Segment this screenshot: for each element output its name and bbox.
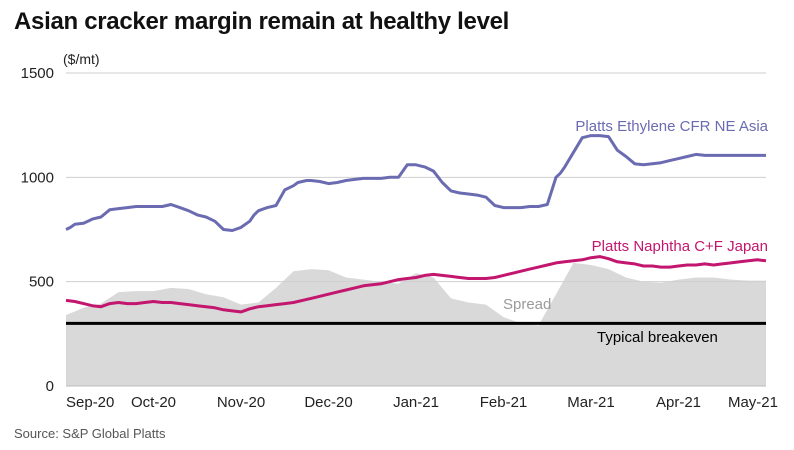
y-tick-label-500: 500	[29, 274, 54, 291]
ethylene-line	[65, 134, 766, 232]
x-tick-label-apr-21: Apr-21	[656, 394, 701, 411]
y-tick-label-1500: 1500	[21, 65, 54, 82]
x-tick-label-may-21: May-21	[728, 394, 778, 411]
spread-label: Spread	[503, 296, 551, 313]
x-tick-label-mar-21: Mar-21	[567, 394, 615, 411]
x-tick-label-dec-20: Dec-20	[304, 394, 352, 411]
y-unit-label: ($/mt)	[63, 51, 100, 67]
y-tick-label-0: 0	[46, 378, 54, 395]
y-tick-label-1000: 1000	[21, 169, 54, 186]
x-tick-label-sep-20: Sep-20	[66, 394, 114, 411]
x-tick-label-jan-21: Jan-21	[393, 394, 439, 411]
naphtha-line	[65, 255, 767, 314]
breakeven-label: Typical breakeven	[597, 329, 718, 346]
ethylene-label: Platts Ethylene CFR NE Asia	[575, 118, 768, 135]
x-tick-label-nov-20: Nov-20	[217, 394, 265, 411]
x-tick-label-oct-20: Oct-20	[131, 394, 176, 411]
chart-title: Asian cracker margin remain at healthy l…	[14, 8, 510, 35]
naphtha-label: Platts Naphtha C+F Japan	[592, 238, 768, 255]
source-note: Source: S&P Global Platts	[14, 426, 166, 441]
x-tick-label-feb-21: Feb-21	[480, 394, 528, 411]
